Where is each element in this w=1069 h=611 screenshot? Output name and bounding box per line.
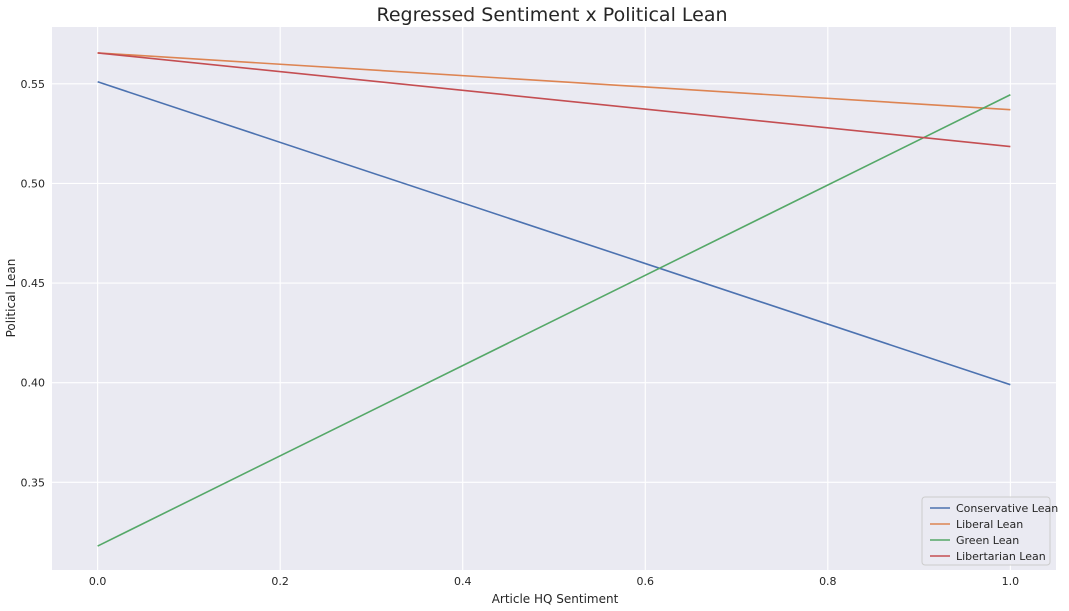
x-tick-label: 1.0 xyxy=(1002,575,1020,588)
legend-label-green-lean: Green Lean xyxy=(956,534,1019,547)
x-tick-label: 0.0 xyxy=(89,575,107,588)
axis-ticks: 0.0 0.2 0.4 0.6 0.8 1.0 0.35 0.40 0.45 0.50 0.55 xyxy=(21,78,1020,588)
y-axis-label: Political Lean xyxy=(4,259,18,338)
y-tick-label: 0.35 xyxy=(21,476,46,489)
chart-title: Regressed Sentiment x Political Lean xyxy=(376,4,727,26)
y-tick-label: 0.55 xyxy=(21,78,46,91)
y-tick-label: 0.40 xyxy=(21,377,46,390)
y-tick-label: 0.50 xyxy=(21,177,46,190)
gridlines xyxy=(52,27,1056,570)
series-line-libertarian-lean xyxy=(97,52,1011,148)
legend-label-liberal-lean: Liberal Lean xyxy=(956,518,1023,531)
series-lines xyxy=(97,52,1011,547)
legend-box xyxy=(921,496,1051,566)
plot-area xyxy=(52,27,1056,570)
x-tick-label: 0.6 xyxy=(637,575,655,588)
x-tick-label: 0.8 xyxy=(819,575,837,588)
x-axis-label: Article HQ Sentiment xyxy=(492,592,619,606)
y-tick-label: 0.45 xyxy=(21,277,46,290)
legend-label-conservative-lean: Conservative Lean xyxy=(956,502,1058,515)
legend: Conservative Lean Liberal Lean Green Lean L… xyxy=(921,496,1058,566)
x-tick-label: 0.2 xyxy=(271,575,289,588)
legend-label-libertarian-lean: Libertarian Lean xyxy=(956,550,1046,563)
series-line-liberal-lean xyxy=(97,52,1011,111)
series-line-green-lean xyxy=(97,94,1011,547)
series-line-conservative-lean xyxy=(97,81,1011,386)
x-tick-label: 0.4 xyxy=(454,575,472,588)
